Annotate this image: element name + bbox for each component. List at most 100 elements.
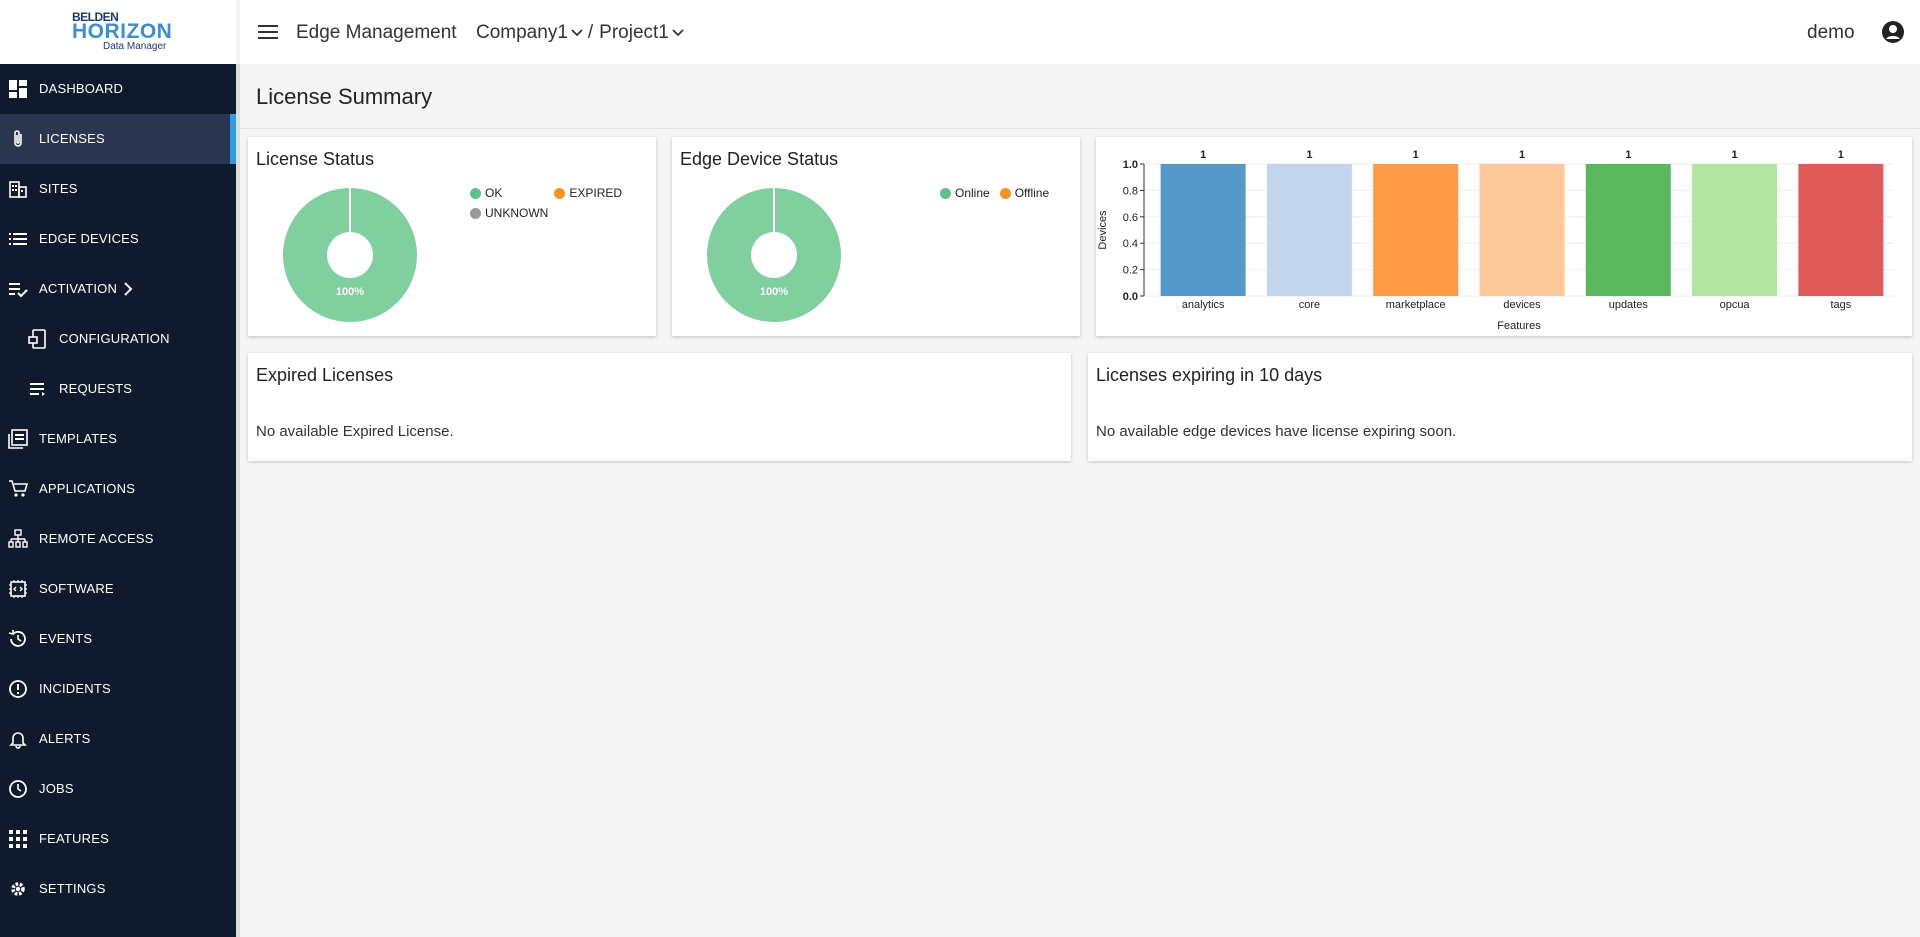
sidebar-item-alerts[interactable]: ALERTS: [0, 714, 236, 764]
features-bar-chart[interactable]: 0.0 0.2 0.4 0.6 0.8 1.0 1 analytics 1 core 1 market…: [1096, 137, 1912, 336]
card-title: Expired Licenses: [256, 365, 394, 385]
sidebar-item-events[interactable]: EVENTS: [0, 614, 236, 664]
expiring-licenses-card: Licenses expiring in 10 days No availabl…: [1088, 353, 1912, 461]
cart-icon: [9, 480, 28, 497]
sidebar-item-label: CONFIGURATION: [59, 331, 170, 346]
y-tick-label: 0.6: [1123, 212, 1138, 224]
bar-value-label: 1: [1413, 149, 1419, 161]
legend-label: Offline: [1014, 186, 1050, 200]
legend-item-online[interactable]: Online: [940, 186, 990, 200]
sidebar-item-features[interactable]: FEATURES: [0, 814, 236, 864]
hamburger-menu-icon[interactable]: [258, 22, 280, 42]
bar-value-label: 1: [1838, 149, 1844, 161]
x-tick-label: opcua: [1720, 299, 1751, 311]
bar-marketplace[interactable]: [1373, 164, 1459, 296]
history-icon: [8, 630, 26, 647]
card-title: Edge Device Status: [680, 149, 839, 169]
sidebar-item-configuration[interactable]: CONFIGURATION: [0, 314, 236, 364]
sidebar-item-applications[interactable]: APPLICATIONS: [0, 464, 236, 514]
sidebar-item-label: REMOTE ACCESS: [39, 531, 154, 546]
edge-device-status-card: Edge Device Status 100% Online Offline: [672, 137, 1080, 336]
dashboard-icon: [9, 80, 27, 98]
sidebar-item-label: FEATURES: [39, 831, 109, 846]
bell-icon: [9, 732, 27, 749]
paperclip-icon: [14, 130, 22, 147]
legend-item-ok[interactable]: OK: [470, 186, 502, 200]
sidebar-item-incidents[interactable]: INCIDENTS: [0, 664, 236, 714]
chevron-down-icon[interactable]: [671, 26, 685, 40]
company-selector[interactable]: Company1: [476, 22, 568, 43]
bar-value-label: 1: [1200, 149, 1206, 161]
license-status-legend: OK EXPIRED UNKNOWN: [470, 186, 650, 226]
bar-tags[interactable]: [1798, 164, 1884, 296]
sidebar-scrollbar[interactable]: [236, 64, 240, 937]
brand-logo[interactable]: BELDEN HORIZON Data Manager: [0, 0, 236, 64]
y-tick-label: 0.4: [1123, 238, 1138, 250]
legend-item-unknown[interactable]: UNKNOWN: [470, 206, 548, 220]
card-title: Licenses expiring in 10 days: [1096, 365, 1323, 385]
breadcrumb-separator: /: [587, 22, 594, 43]
account-circle-icon[interactable]: [1881, 20, 1905, 44]
x-tick-label: core: [1299, 299, 1320, 311]
sidebar-item-remote-access[interactable]: REMOTE ACCESS: [0, 514, 236, 564]
sidebar-item-templates[interactable]: TEMPLATES: [0, 414, 236, 464]
breadcrumb: Company1 / Project1: [476, 22, 689, 44]
logo-horizon: HORIZON: [72, 20, 173, 43]
sidebar-item-label: EDGE DEVICES: [39, 231, 139, 246]
sidebar-nav: DASHBOARD LICENSES SITES EDGE DEVICES AC…: [0, 64, 236, 914]
list-icon: [9, 233, 27, 245]
x-tick-label: devices: [1503, 299, 1541, 311]
empty-message: No available edge devices have license e…: [1096, 423, 1457, 440]
sidebar-item-settings[interactable]: SETTINGS: [0, 864, 236, 914]
legend-label: Online: [955, 186, 990, 200]
sidebar-item-label: APPLICATIONS: [39, 481, 136, 496]
y-tick-label: 1.0: [1123, 159, 1138, 171]
sidebar-item-label: JOBS: [39, 781, 74, 796]
sidebar-item-label: INCIDENTS: [39, 681, 111, 696]
x-tick-label: analytics: [1182, 299, 1225, 311]
sidebar-item-sites[interactable]: SITES: [0, 164, 236, 214]
bar-core[interactable]: [1266, 164, 1352, 296]
sidebar-item-label: DASHBOARD: [39, 81, 124, 96]
edge-device-status-legend: Online Offline: [940, 186, 1080, 206]
logo-belden: BELDEN: [72, 10, 119, 24]
project-selector[interactable]: Project1: [599, 22, 669, 43]
bar-analytics[interactable]: [1160, 164, 1246, 296]
bar-opcua[interactable]: [1692, 164, 1778, 296]
features-chart-card: 0.0 0.2 0.4 0.6 0.8 1.0 1 analytics 1 core 1 market…: [1096, 137, 1912, 336]
sidebar-item-requests[interactable]: REQUESTS: [0, 364, 236, 414]
sidebar-item-licenses[interactable]: LICENSES: [0, 114, 236, 164]
page-title: License Summary: [256, 84, 433, 109]
gear-icon: [11, 882, 25, 896]
logo-data-manager: Data Manager: [103, 41, 167, 52]
y-tick-label: 0.0: [1123, 291, 1138, 303]
bar-value-label: 1: [1519, 149, 1525, 161]
legend-item-expired[interactable]: EXPIRED: [554, 186, 622, 200]
sidebar-item-activation[interactable]: ACTIVATION: [0, 264, 236, 314]
edge-device-status-donut[interactable]: 100%: [704, 185, 844, 325]
chevron-down-icon[interactable]: [570, 26, 584, 40]
sidebar-item-jobs[interactable]: JOBS: [0, 764, 236, 814]
legend-item-offline[interactable]: Offline: [999, 186, 1050, 200]
legend-label: UNKNOWN: [485, 206, 549, 220]
x-tick-label: tags: [1830, 299, 1851, 311]
grid-icon: [9, 830, 27, 848]
donut-label: 100%: [760, 286, 788, 298]
bar-updates[interactable]: [1585, 164, 1671, 296]
bar-devices[interactable]: [1479, 164, 1565, 296]
x-axis-label: Features: [1497, 320, 1541, 332]
empty-message: No available Expired License.: [256, 423, 454, 440]
sidebar-item-dashboard[interactable]: DASHBOARD: [0, 64, 236, 114]
alert-circle-icon: [9, 680, 27, 698]
license-status-donut[interactable]: 100%: [280, 185, 420, 325]
legend-label: EXPIRED: [569, 186, 623, 200]
sidebar-item-label: SETTINGS: [39, 881, 106, 896]
user-name[interactable]: demo: [1807, 22, 1855, 43]
chevron-right-icon[interactable]: [118, 279, 138, 299]
clock-icon: [9, 780, 27, 798]
license-status-card: License Status 100% OK EXPIRED UNKNOWN: [248, 137, 656, 336]
sidebar-item-label: LICENSES: [39, 131, 105, 146]
sidebar-item-edge-devices[interactable]: EDGE DEVICES: [0, 214, 236, 264]
sidebar-item-software[interactable]: SOFTWARE: [0, 564, 236, 614]
bar-value-label: 1: [1625, 149, 1631, 161]
